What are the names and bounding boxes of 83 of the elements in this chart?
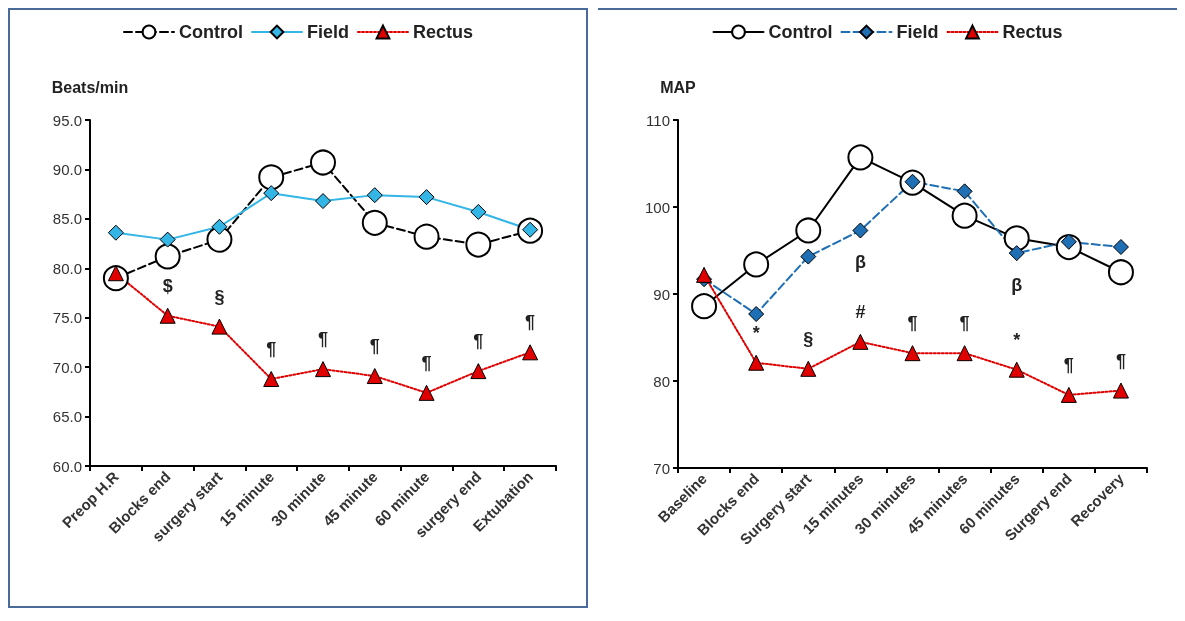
legend-label: Control — [768, 22, 833, 42]
point — [159, 307, 176, 324]
annotation: β — [854, 252, 866, 273]
annotation: ¶ — [317, 329, 329, 350]
point — [748, 306, 765, 323]
point — [470, 363, 487, 380]
annotation: * — [752, 322, 760, 343]
point — [1008, 361, 1025, 378]
annotation: β — [1011, 275, 1023, 296]
y-tick-label: 60.0 — [52, 457, 82, 475]
point — [1107, 259, 1134, 286]
legend-label: Rectus — [1002, 22, 1063, 42]
annotation: ¶ — [266, 339, 277, 360]
annotation: ¶ — [907, 313, 918, 334]
annotation: # — [855, 301, 866, 322]
annotation: ¶ — [959, 313, 970, 334]
point — [956, 183, 973, 200]
y-tick-label: 100 — [644, 198, 670, 216]
point — [263, 371, 280, 388]
annotation: $ — [162, 275, 173, 296]
annotation: ¶ — [525, 312, 536, 333]
point — [154, 243, 181, 270]
point — [847, 144, 874, 171]
point — [800, 360, 817, 377]
point — [1112, 382, 1129, 399]
y-axis-title: MAP — [660, 78, 697, 96]
y-tick-label: 110 — [646, 111, 670, 129]
y-tick-label: 70 — [653, 459, 670, 477]
annotation: ¶ — [421, 352, 432, 373]
point — [522, 344, 539, 361]
point — [696, 266, 713, 283]
legend-label: Field — [896, 22, 939, 42]
annotation: ¶ — [369, 336, 380, 357]
point — [743, 251, 770, 278]
point — [361, 209, 388, 236]
point — [258, 164, 285, 191]
y-tick-label: 90 — [653, 285, 670, 303]
point — [904, 345, 921, 362]
y-tick-label: 70.0 — [52, 358, 82, 376]
point — [263, 185, 280, 202]
y-tick-label: 75.0 — [52, 309, 82, 327]
annotation: § — [803, 328, 814, 349]
point — [211, 318, 228, 335]
point — [211, 218, 228, 235]
point — [1112, 239, 1129, 256]
y-axis-title: Beats/min — [51, 78, 129, 96]
point — [691, 293, 718, 320]
point — [956, 345, 973, 362]
legend-label: Control — [179, 22, 243, 42]
point — [800, 248, 817, 265]
point — [470, 203, 487, 220]
point — [366, 187, 383, 204]
legend-label: Field — [306, 22, 349, 42]
legend-label: Rectus — [412, 22, 474, 42]
point — [852, 333, 869, 350]
point — [310, 149, 336, 176]
annotation: ¶ — [1063, 354, 1074, 375]
y-tick-label: 80 — [653, 372, 670, 390]
point — [366, 368, 383, 385]
y-tick-label: 80.0 — [52, 259, 82, 277]
annotation: * — [1013, 329, 1021, 350]
point — [1008, 245, 1025, 262]
point — [852, 222, 869, 239]
y-tick-label: 85.0 — [52, 210, 82, 228]
point — [465, 231, 492, 258]
annotation: ¶ — [1115, 350, 1126, 371]
point — [107, 224, 124, 241]
point — [315, 193, 331, 210]
point — [951, 202, 978, 229]
point — [413, 223, 440, 250]
point — [315, 361, 331, 378]
point — [1003, 225, 1030, 252]
point — [1060, 386, 1077, 403]
y-tick-label: 90.0 — [52, 160, 82, 178]
annotation: ¶ — [473, 331, 484, 352]
point — [418, 384, 435, 401]
point — [159, 231, 176, 248]
point — [795, 217, 822, 244]
point — [418, 189, 435, 206]
y-tick-label: 95.0 — [52, 111, 82, 129]
y-tick-label: 65.0 — [52, 408, 82, 426]
annotation: § — [214, 286, 225, 307]
point — [748, 354, 765, 371]
